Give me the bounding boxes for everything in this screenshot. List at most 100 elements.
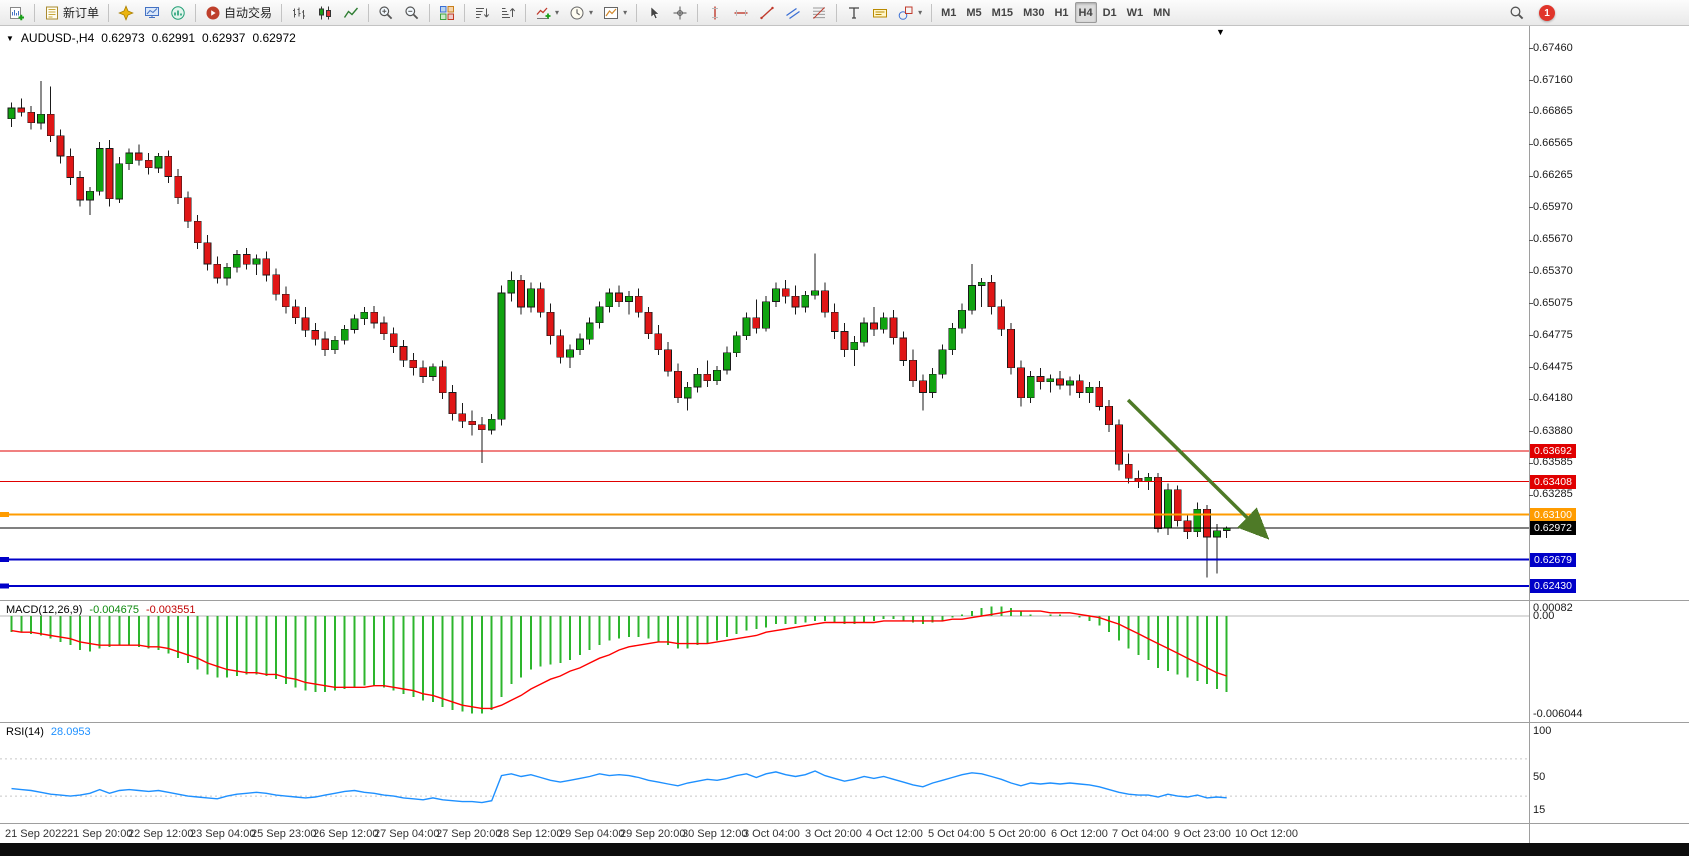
tile-windows-icon	[440, 5, 455, 20]
rsi-header: RSI(14) 28.0953	[6, 726, 91, 738]
fibonacci-icon	[813, 6, 826, 19]
timeframe-w1[interactable]: W1	[1123, 2, 1148, 23]
toolbar-separator	[464, 3, 466, 22]
toolbar-separator	[636, 3, 638, 22]
autotrading-button-label: 自动交易	[224, 6, 273, 20]
time-axis-label: 22 Sep 12:00	[128, 828, 194, 840]
text-button[interactable]	[842, 2, 866, 23]
zoom-out-button[interactable]	[400, 2, 424, 23]
macd-axis-label: 0.00082	[1533, 602, 1573, 614]
panel-separator[interactable]	[0, 600, 1689, 601]
add-indicator-icon	[536, 7, 551, 19]
tile-windows-button[interactable]	[435, 2, 459, 23]
chart-shift-marker[interactable]: ▼	[1216, 27, 1225, 37]
chart-collapse-icon[interactable]: ▼	[6, 34, 14, 43]
text-label-button[interactable]	[868, 2, 892, 23]
macd-panel-plot[interactable]	[0, 601, 1529, 722]
cursor-icon	[650, 5, 660, 19]
price-axis-label: 0.65670	[1533, 233, 1573, 245]
timeframe-mn[interactable]: MN	[1149, 2, 1174, 23]
trendline-button[interactable]	[755, 2, 779, 23]
rsi-axis-label: 15	[1533, 804, 1546, 816]
timeframe-mn-label: MN	[1153, 6, 1171, 19]
price-level-badge[interactable]: 0.63100	[1530, 508, 1576, 522]
fibonacci-button[interactable]	[807, 2, 831, 23]
rsi-value: 28.0953	[50, 726, 91, 738]
new-order-button[interactable]: 新订单	[40, 2, 103, 23]
crosshair-button[interactable]	[668, 2, 692, 23]
autotrading-icon	[206, 6, 220, 19]
new-chart-button[interactable]	[5, 2, 29, 23]
time-axis[interactable]: 21 Sep 2022 21 Sep 20:00 22 Sep 12:00 23 Se…	[0, 824, 1689, 843]
timeframe-h1[interactable]: H1	[1050, 2, 1072, 23]
price-level-badge[interactable]: 0.62679	[1530, 553, 1576, 567]
shapes-button[interactable]: ▾	[894, 2, 926, 23]
timeframe-m5[interactable]: M5	[962, 2, 985, 23]
sort-descending-button[interactable]	[470, 2, 494, 23]
toolbar-separator	[429, 3, 431, 22]
price-level-badge[interactable]: 0.63692	[1530, 444, 1576, 458]
dropdown-arrow-icon: ▾	[918, 8, 923, 17]
new-order-icon	[46, 6, 58, 19]
macd-value-main: -0.004675	[89, 604, 139, 616]
price-chart[interactable]	[0, 26, 1529, 600]
zoom-in-button[interactable]	[374, 2, 398, 23]
line-chart-button[interactable]	[339, 2, 363, 23]
compass-button[interactable]	[114, 2, 138, 23]
rsi-label: RSI(14)	[6, 726, 44, 738]
time-axis-label: 23 Sep 04:00	[190, 828, 256, 840]
notification-badge[interactable]: 1	[1539, 5, 1555, 21]
rsi-axis-label: 50	[1533, 771, 1546, 783]
cursor-button[interactable]	[642, 2, 666, 23]
panel-separator	[0, 823, 1689, 824]
add-indicator-button[interactable]: ▾	[531, 2, 563, 23]
price-axis-label: 0.63285	[1533, 488, 1573, 500]
sort-ascending-button[interactable]	[496, 2, 520, 23]
chart-symbol-period: AUDUSD-,H4	[20, 31, 95, 45]
price-level-badge[interactable]: 0.62972	[1530, 521, 1576, 535]
price-axis-label: 0.66865	[1533, 105, 1573, 117]
periods-button[interactable]: ▾	[565, 2, 597, 23]
time-axis-label: 9 Oct 23:00	[1174, 828, 1231, 840]
candle-chart-button[interactable]	[313, 2, 337, 23]
templates-button[interactable]: ▾	[599, 2, 631, 23]
timeframe-m30[interactable]: M30	[1019, 2, 1048, 23]
price-axis-tick	[1529, 303, 1533, 304]
chart-close-value: 0.62972	[252, 31, 296, 45]
panel-separator[interactable]	[0, 722, 1689, 723]
timeframe-m5-label: M5	[966, 6, 982, 19]
rsi-panel-plot[interactable]	[0, 723, 1529, 823]
price-axis-tick	[1529, 495, 1533, 496]
price-axis-label: 0.64180	[1533, 392, 1573, 404]
timeframe-d1-label: D1	[1102, 6, 1117, 19]
time-axis-label: 7 Oct 04:00	[1112, 828, 1169, 840]
price-level-badge[interactable]: 0.62430	[1530, 579, 1576, 593]
vertical-line-button[interactable]	[703, 2, 727, 23]
autotrading-button[interactable]: 自动交易	[201, 2, 276, 23]
market-watch-button[interactable]	[166, 2, 190, 23]
rsi-axis-label: 100	[1533, 725, 1552, 737]
channel-button[interactable]	[781, 2, 805, 23]
charts-profile-button[interactable]	[140, 2, 164, 23]
price-level-badge[interactable]: 0.63408	[1530, 475, 1576, 489]
price-axis-tick	[1529, 48, 1533, 49]
timeframe-h4[interactable]: H4	[1074, 2, 1097, 23]
time-axis-label: 6 Oct 12:00	[1051, 828, 1108, 840]
crosshair-icon	[673, 6, 687, 19]
sort-asc-icon	[502, 7, 516, 18]
timeframe-d1[interactable]: D1	[1099, 2, 1121, 23]
search-button[interactable]	[1505, 3, 1529, 24]
time-axis-label: 25 Sep 23:00	[251, 828, 317, 840]
time-axis-label: 30 Sep 12:00	[682, 828, 748, 840]
shapes-icon	[898, 6, 913, 20]
price-axis-label: 0.67460	[1533, 42, 1573, 54]
time-axis-label: 3 Oct 20:00	[805, 828, 862, 840]
timeframe-m15[interactable]: M15	[988, 2, 1017, 23]
macd-axis-label: -0.006044	[1533, 708, 1583, 720]
toolbar-separator	[281, 3, 283, 22]
horizontal-line-button[interactable]	[729, 2, 753, 23]
timeframe-m1[interactable]: M1	[937, 2, 960, 23]
bar-chart-button[interactable]	[287, 2, 311, 23]
time-axis-label: 28 Sep 12:00	[497, 828, 563, 840]
